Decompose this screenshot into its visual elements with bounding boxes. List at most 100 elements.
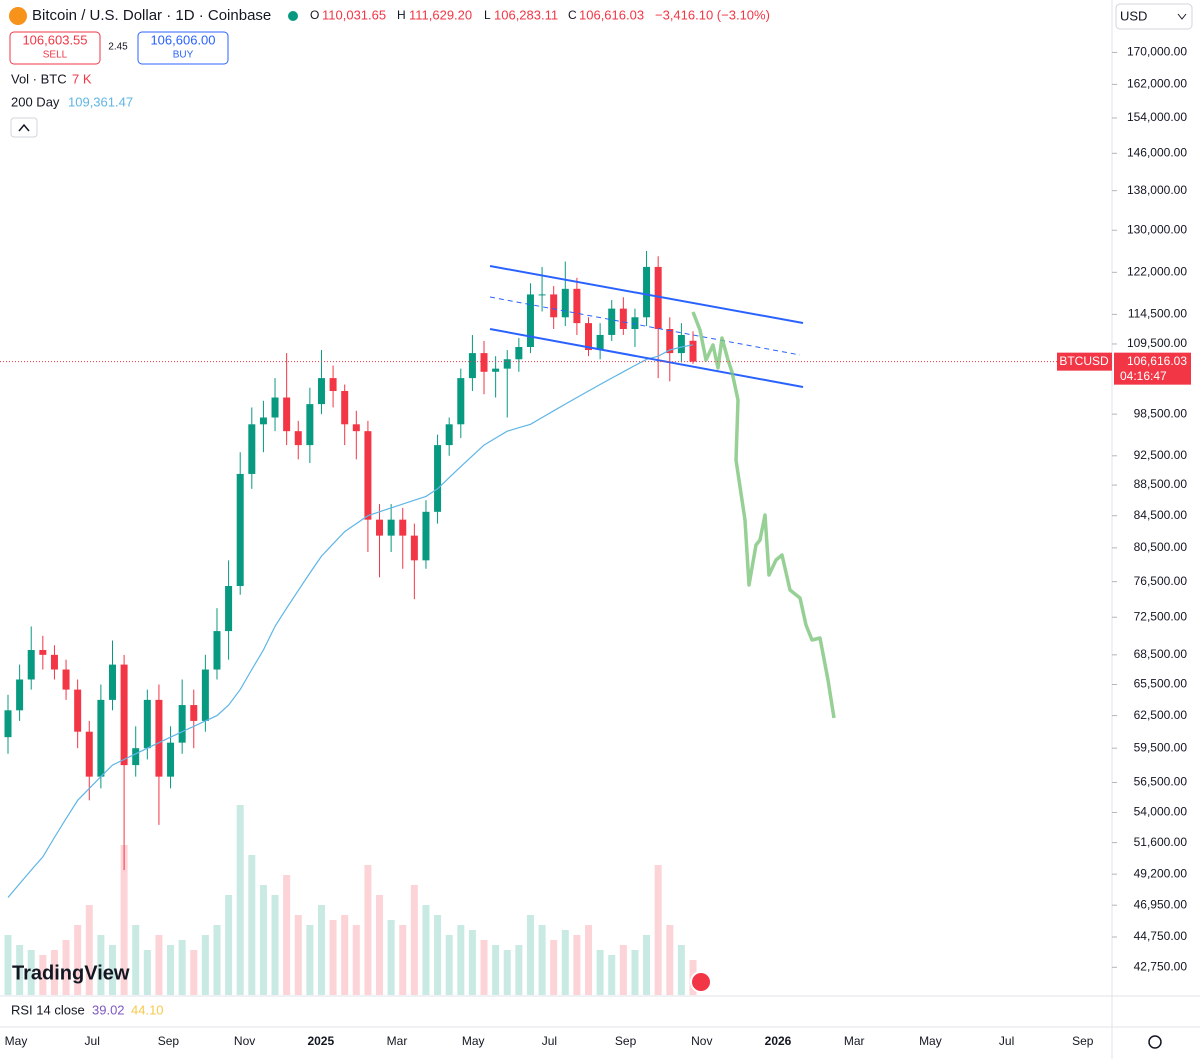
collapse-icon[interactable] — [18, 123, 30, 132]
candle-body — [550, 294, 558, 318]
candle-body — [619, 308, 627, 330]
volume-legend: Vol · BTC — [11, 71, 67, 86]
volume-legend-value: 7 K — [72, 71, 92, 86]
countdown: 04:16:47 — [1120, 369, 1167, 383]
x-tick-label: Mar — [387, 1034, 408, 1048]
collapse-button[interactable] — [10, 117, 38, 138]
volume-bar — [538, 925, 546, 995]
y-tick-label: 122,000.00 — [1127, 264, 1187, 278]
candle-body — [283, 397, 291, 432]
volume-bar — [341, 915, 349, 995]
buy-button[interactable] — [137, 31, 229, 65]
x-tick-label: May — [919, 1034, 942, 1048]
buy-price[interactable]: 106,606.00 — [150, 32, 215, 47]
volume-bar — [596, 950, 604, 995]
y-tick-label: 154,000.00 — [1127, 110, 1187, 124]
candle-body — [108, 664, 116, 700]
volume-bar — [503, 950, 511, 995]
volume-bar — [619, 945, 627, 995]
y-tick-label: 56,500.00 — [1134, 775, 1188, 789]
candle-body — [434, 445, 442, 512]
volume-bar — [422, 905, 430, 995]
y-tick-label: 88,500.00 — [1134, 477, 1188, 491]
candle-body — [27, 650, 35, 680]
y-tick-label: 54,000.00 — [1134, 805, 1188, 819]
volume-bar — [155, 935, 163, 995]
volume-bar — [329, 920, 337, 995]
y-tick-label: 130,000.00 — [1127, 222, 1187, 236]
x-tick-label: Jul — [85, 1034, 100, 1048]
volume-bar — [74, 925, 82, 995]
x-tick-label: May — [5, 1034, 28, 1048]
volume-bar — [643, 935, 651, 995]
status-dot — [288, 11, 298, 21]
volume-bar — [399, 925, 407, 995]
symbol-tag-label: BTCUSD — [1059, 354, 1109, 368]
x-tick-label: May — [462, 1034, 485, 1048]
currency-caret[interactable] — [1177, 13, 1187, 20]
candle-body — [654, 266, 662, 330]
volume-bar — [97, 935, 105, 995]
ohlc-key: L — [484, 8, 491, 22]
volume-bar — [50, 950, 58, 995]
rsi-ma-value: 44.10 — [131, 1002, 164, 1017]
price-tag-label: 106,616.03 — [1127, 354, 1187, 368]
ohlc-key: H — [397, 8, 406, 22]
volume-bar — [457, 925, 465, 995]
candle-body — [573, 288, 581, 324]
volume-bar — [143, 950, 151, 995]
volume-bar — [376, 895, 384, 995]
spread: 2.45 — [108, 42, 128, 53]
x-tick-label: Jul — [542, 1034, 557, 1048]
buy-label[interactable]: BUY — [173, 50, 194, 61]
y-tick-label: 44,750.00 — [1134, 929, 1188, 943]
volume-bar — [85, 905, 93, 995]
sell-price[interactable]: 106,603.55 — [22, 32, 87, 47]
event-icon[interactable] — [690, 971, 712, 993]
volume-bar — [515, 945, 523, 995]
y-tick-label: 84,500.00 — [1134, 508, 1188, 522]
volume-bar — [608, 955, 616, 995]
volume-bar — [410, 885, 418, 995]
candle-body — [132, 748, 140, 766]
volume-bar — [27, 950, 35, 995]
volume-bar — [62, 940, 70, 995]
sell-label[interactable]: SELL — [43, 50, 68, 61]
currency-select[interactable] — [1115, 3, 1193, 30]
y-tick-label: 59,500.00 — [1134, 740, 1188, 754]
volume-bar — [120, 845, 128, 995]
y-tick-label: 42,750.00 — [1134, 959, 1188, 973]
candle-body — [317, 378, 325, 405]
candle-body — [585, 323, 593, 351]
volume-bar — [561, 930, 569, 995]
volume-bar — [364, 865, 372, 995]
candle-body — [190, 705, 198, 721]
ma-legend: 200 Day — [11, 94, 60, 109]
volume-bar — [654, 865, 662, 995]
candle-body — [399, 519, 407, 536]
candle-body — [74, 689, 82, 732]
currency[interactable]: USD — [1120, 8, 1147, 23]
candle-body — [306, 404, 314, 446]
candle-body — [468, 353, 476, 379]
x-tick-label: Nov — [234, 1034, 255, 1048]
ohlc-key: C — [568, 8, 577, 22]
settings-icon[interactable] — [1148, 1035, 1162, 1049]
candle-body — [352, 424, 360, 432]
candle-body — [213, 631, 221, 670]
symbol-tag — [1057, 352, 1112, 371]
sell-button[interactable] — [9, 31, 101, 65]
candle-body — [62, 669, 70, 690]
candle-body — [631, 317, 639, 330]
candle-body — [248, 424, 256, 474]
candle-body — [364, 431, 372, 520]
y-tick-label: 146,000.00 — [1127, 145, 1187, 159]
candle-body — [155, 699, 163, 777]
marks-layer — [4, 250, 697, 898]
volume-bar — [283, 875, 291, 995]
candle-body — [97, 699, 105, 777]
volume-bar — [585, 925, 593, 995]
channel-mid — [489, 296, 801, 356]
volume-bar — [248, 855, 256, 995]
symbol-title: Bitcoin / U.S. Dollar · 1D · Coinbase — [32, 7, 271, 24]
